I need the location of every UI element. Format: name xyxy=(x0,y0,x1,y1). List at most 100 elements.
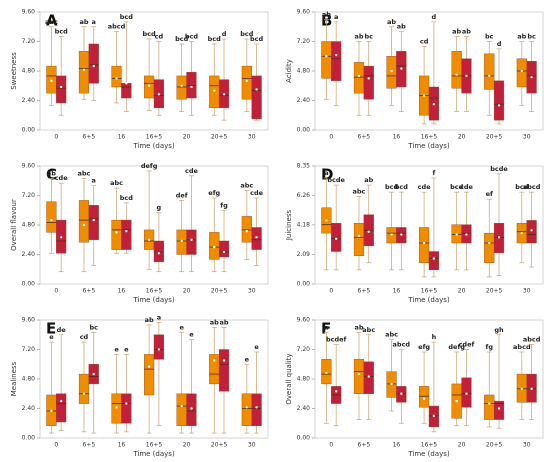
box xyxy=(78,373,90,404)
x-tick-label: 16 xyxy=(118,134,126,141)
significance-letter: cd xyxy=(420,37,429,45)
mean-point xyxy=(455,73,458,76)
mean-point xyxy=(530,229,533,232)
mean-point xyxy=(92,218,95,222)
mean-point xyxy=(465,233,468,236)
significance-letter: cd xyxy=(155,33,164,41)
significance-letter: bcd xyxy=(240,30,254,38)
y-axis-label: Overall flavour xyxy=(10,199,18,251)
y-axis-label: Mealiness xyxy=(10,361,18,396)
x-axis-label: Time (days) xyxy=(132,296,175,304)
mean-point xyxy=(432,257,436,260)
box xyxy=(209,354,220,385)
x-tick-label: 0 xyxy=(329,442,333,449)
mean-point xyxy=(190,85,193,89)
significance-letter: bc xyxy=(527,33,536,41)
x-tick-label: 16+5 xyxy=(146,134,163,141)
significance-letter: efg xyxy=(418,343,430,351)
mean-point xyxy=(465,74,468,78)
mean-point xyxy=(255,406,258,409)
x-tick-label: 0 xyxy=(329,288,333,295)
significance-letter: ab xyxy=(322,10,331,18)
box xyxy=(88,43,99,84)
y-axis-label: Juiciness xyxy=(285,210,293,242)
significance-letter: bc xyxy=(485,33,494,41)
significance-letter: ab xyxy=(79,18,88,26)
x-tick-label: 20+5 xyxy=(211,288,228,295)
significance-letter: bcd xyxy=(250,35,264,43)
significance-letter: abc xyxy=(353,187,366,195)
x-tick-label: 6+5 xyxy=(83,442,96,449)
y-tick-label: 4.80 xyxy=(297,68,311,75)
panel-letter: D xyxy=(321,166,333,184)
box xyxy=(526,220,537,244)
significance-letter: bcd xyxy=(143,30,157,38)
x-tick-label: 20+5 xyxy=(211,134,228,141)
mean-point xyxy=(488,74,491,78)
x-axis-label: Time (days) xyxy=(407,296,450,304)
mean-point xyxy=(147,238,151,241)
y-tick-label: 0.00 xyxy=(297,281,311,288)
significance-letter: ab xyxy=(354,33,363,41)
mean-point xyxy=(325,55,328,58)
box xyxy=(493,80,505,121)
significance-letter: cde xyxy=(460,183,474,191)
box xyxy=(321,359,332,385)
significance-letter: d xyxy=(432,13,437,21)
y-tick-label: 2.09 xyxy=(297,251,311,258)
box xyxy=(353,359,365,394)
significance-letter: def xyxy=(176,191,188,199)
panel-letter: C xyxy=(46,166,57,184)
mean-point xyxy=(245,229,249,233)
significance-letter: cdef xyxy=(459,341,475,349)
significance-letter: d xyxy=(497,40,502,48)
significance-letter: abc xyxy=(78,169,91,177)
mean-point xyxy=(400,233,403,236)
y-axis-label: Overall quality xyxy=(285,353,293,404)
mean-point xyxy=(157,93,161,96)
box xyxy=(176,229,187,255)
mean-point xyxy=(530,75,533,79)
mean-point xyxy=(213,359,216,362)
box xyxy=(153,240,164,263)
significance-letter: bcd xyxy=(120,13,134,21)
significance-letter: g xyxy=(157,204,162,212)
mean-point xyxy=(390,233,393,236)
significance-letter: e xyxy=(49,333,54,341)
box xyxy=(363,361,374,394)
mean-point xyxy=(432,102,436,106)
mean-point xyxy=(92,372,95,376)
significance-letter: gh xyxy=(494,326,504,334)
y-tick-label: 0.00 xyxy=(297,127,311,134)
mean-point xyxy=(245,406,249,409)
box xyxy=(251,393,262,426)
box xyxy=(153,334,164,360)
y-tick-label: 0.00 xyxy=(22,127,36,134)
y-tick-label: 4.80 xyxy=(22,376,36,383)
box xyxy=(484,394,495,420)
significance-letter: abcd xyxy=(523,336,541,344)
box xyxy=(144,354,155,396)
x-tick-label: 6+5 xyxy=(358,442,371,449)
box xyxy=(321,41,332,79)
y-tick-label: 7.20 xyxy=(22,346,36,353)
x-tick-label: 6+5 xyxy=(358,288,371,295)
box xyxy=(251,227,262,250)
significance-letter: f xyxy=(432,169,435,177)
y-tick-label: 4.80 xyxy=(297,376,311,383)
box xyxy=(78,200,90,243)
x-axis-label: Time (days) xyxy=(132,142,175,150)
significance-letter: ab xyxy=(364,176,373,184)
significance-letter: cd xyxy=(80,333,89,341)
box xyxy=(176,75,187,100)
box xyxy=(144,75,155,99)
mean-point xyxy=(520,387,524,391)
box xyxy=(331,41,342,82)
mean-point xyxy=(125,402,128,405)
mean-point xyxy=(157,252,161,255)
panel: 0.00 2.40 4.80 7.20 9.60 Overall quality Time … xyxy=(285,317,544,458)
mean-point xyxy=(190,407,193,410)
x-tick-label: 16+5 xyxy=(146,288,163,295)
mean-point xyxy=(520,231,524,235)
significance-letter: fg xyxy=(220,201,228,209)
